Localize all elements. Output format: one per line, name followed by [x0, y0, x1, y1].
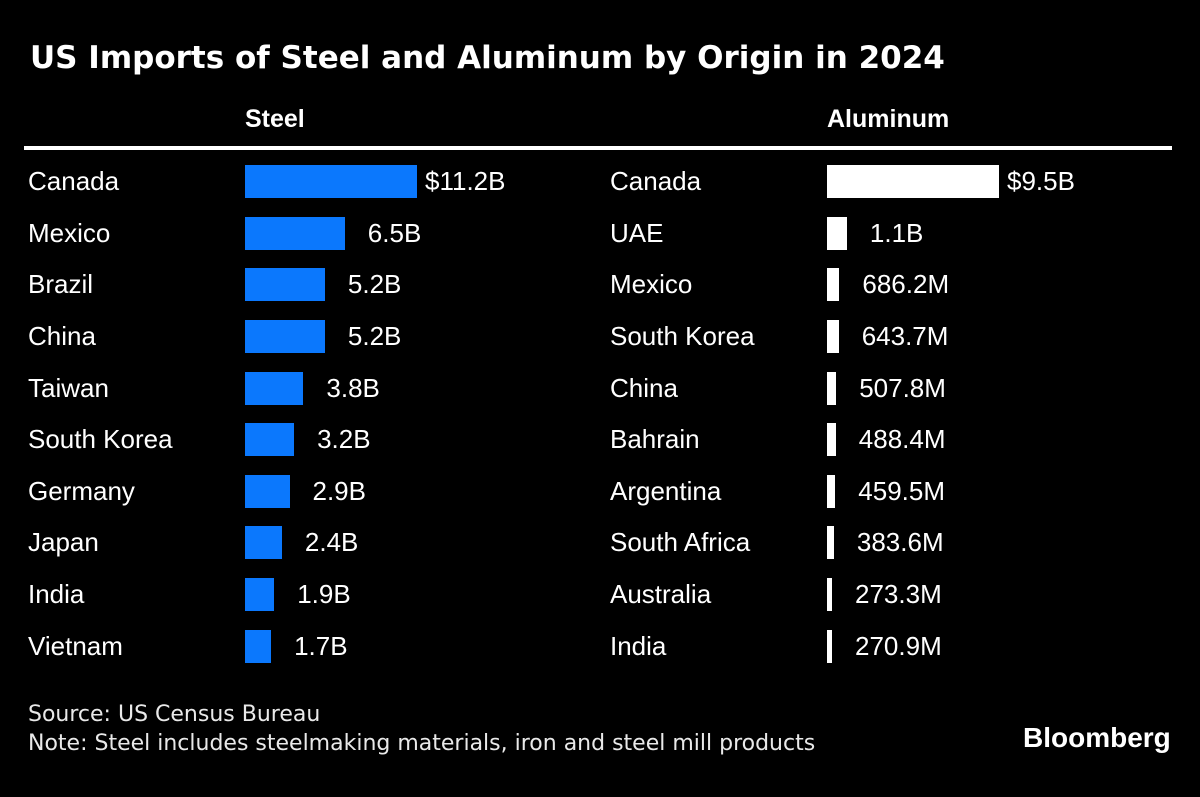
- country-label: China: [610, 372, 678, 403]
- country-label: Brazil: [28, 269, 94, 300]
- country-label: South Korea: [28, 424, 173, 455]
- value-label: 273.3M: [855, 579, 942, 610]
- value-label: 2.4B: [304, 527, 359, 558]
- value-bar: [245, 320, 325, 354]
- value-label: 1.9B: [297, 579, 351, 610]
- value-label: 1.1B: [869, 217, 924, 248]
- chart-row: Bahrain 488.4M: [610, 414, 1180, 466]
- country-label: South Korea: [610, 321, 755, 352]
- country-label: Argentina: [610, 475, 722, 506]
- country-label: Mexico: [610, 269, 693, 300]
- value-bar: [827, 165, 999, 199]
- value-label: 1.7B: [294, 630, 348, 661]
- chart-row: Japan 2.4B: [28, 517, 598, 569]
- country-label: South Africa: [610, 527, 751, 558]
- value-label: 459.5M: [858, 475, 946, 506]
- value-label: 2.9B: [312, 475, 367, 506]
- value-bar: [245, 216, 345, 250]
- chart-row: South Korea 3.2B: [28, 414, 598, 466]
- value-label: 643.7M: [861, 321, 949, 352]
- steel-column-header: Steel: [245, 105, 305, 133]
- steel-column: Canada $11.2B Mexico 6.5B Brazil 5.2B China 5.2…: [28, 156, 598, 672]
- chart-row: South Korea 643.7M: [610, 311, 1180, 363]
- country-label: Germany: [28, 475, 135, 506]
- value-bar: [827, 629, 832, 663]
- value-label: 6.5B: [367, 217, 422, 248]
- value-label: $9.5B: [1007, 166, 1075, 197]
- country-label: India: [610, 630, 667, 661]
- value-bar: [245, 474, 290, 508]
- country-label: UAE: [610, 217, 664, 248]
- value-bar: [827, 268, 840, 302]
- chart-row: UAE 1.1B: [610, 208, 1180, 260]
- chart-row: Argentina 459.5M: [610, 466, 1180, 518]
- chart-row: India 1.9B: [28, 569, 598, 621]
- value-label: 5.2B: [347, 269, 402, 300]
- chart-row: Mexico 6.5B: [28, 208, 598, 260]
- value-bar: [827, 216, 847, 250]
- chart-row: Australia 273.3M: [610, 569, 1180, 621]
- value-bar: [827, 423, 836, 457]
- value-bar: [827, 578, 832, 612]
- country-label: Bahrain: [610, 424, 700, 455]
- value-label: 3.8B: [326, 372, 380, 403]
- header-divider: [24, 146, 1172, 150]
- source-line: Source: US Census Bureau: [28, 702, 321, 727]
- country-label: Australia: [610, 579, 712, 610]
- value-bar: [245, 578, 275, 612]
- chart-row: Mexico 686.2M: [610, 259, 1180, 311]
- chart-row: China 5.2B: [28, 311, 598, 363]
- country-label: Taiwan: [28, 372, 109, 403]
- chart-row: India 270.9M: [610, 620, 1180, 672]
- value-label: 383.6M: [856, 527, 944, 558]
- country-label: China: [28, 321, 96, 352]
- value-label: 507.8M: [859, 372, 946, 403]
- chart-row: Germany 2.9B: [28, 466, 598, 518]
- bloomberg-logo: Bloomberg: [1023, 722, 1171, 753]
- value-bar: [245, 629, 272, 663]
- value-label: 5.2B: [347, 321, 402, 352]
- chart-row: Brazil 5.2B: [28, 259, 598, 311]
- country-label: Vietnam: [28, 630, 123, 661]
- aluminum-column-header: Aluminum: [827, 105, 950, 133]
- value-label: 488.4M: [858, 424, 946, 455]
- value-bar: [827, 320, 839, 354]
- country-label: Mexico: [28, 217, 111, 248]
- value-bar: [245, 526, 282, 560]
- chart-row: Canada $11.2B: [28, 156, 598, 208]
- chart-row: Vietnam 1.7B: [28, 620, 598, 672]
- note-line: Note: Steel includes steelmaking materia…: [28, 731, 816, 756]
- value-bar: [245, 165, 417, 199]
- value-bar: [245, 268, 325, 302]
- chart-row: Canada $9.5B: [610, 156, 1180, 208]
- value-label: 3.2B: [317, 424, 371, 455]
- chart-row: South Africa 383.6M: [610, 517, 1180, 569]
- value-bar: [827, 371, 837, 405]
- value-bar: [245, 423, 295, 457]
- country-label: Canada: [28, 166, 120, 197]
- value-label: 270.9M: [855, 630, 942, 661]
- country-label: Japan: [28, 527, 99, 558]
- chart-row: China 507.8M: [610, 362, 1180, 414]
- country-label: Canada: [610, 166, 702, 197]
- chart-row: Taiwan 3.8B: [28, 362, 598, 414]
- value-bar: [245, 371, 304, 405]
- country-label: India: [28, 579, 85, 610]
- chart-title: US Imports of Steel and Aluminum by Orig…: [30, 40, 945, 76]
- value-bar: [827, 474, 836, 508]
- value-label: 686.2M: [862, 269, 950, 300]
- aluminum-column: Canada $9.5B UAE 1.1B Mexico 686.2M South Kore…: [610, 156, 1180, 672]
- value-label: $11.2B: [425, 166, 506, 197]
- value-bar: [827, 526, 834, 560]
